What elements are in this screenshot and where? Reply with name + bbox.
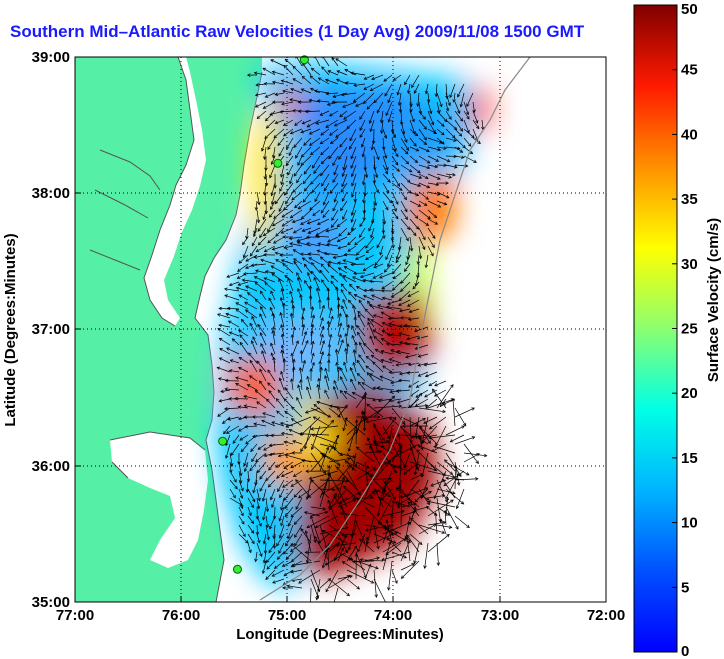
chesapeake-bay — [144, 57, 206, 326]
colorbar-tick-label: 40 — [681, 126, 698, 143]
x-tick-label: 77:00 — [56, 607, 94, 624]
colorbar-tick-label: 35 — [681, 191, 698, 208]
x-tick-labels: 77:00 76:00 75:00 74:00 73:00 72:00 — [56, 607, 625, 624]
radar-station-marker — [273, 158, 283, 168]
shelf-contour — [259, 57, 531, 601]
x-tick-label: 75:00 — [268, 607, 306, 624]
x-tick-label: 74:00 — [374, 607, 412, 624]
coastline — [89, 57, 263, 602]
colorbar — [633, 4, 678, 653]
colorbar-tick-label: 30 — [681, 256, 698, 273]
map-title: Southern Mid–Atlantic Raw Velocities (1 … — [10, 22, 585, 41]
colorbar-tick-label: 45 — [681, 62, 698, 79]
x-axis-label: Longitude (Degrees:Minutes) — [236, 626, 444, 643]
colorbar-ticks: 0 5 10 15 20 25 30 35 40 45 50 — [672, 1, 698, 659]
radar-station-marker — [218, 436, 228, 446]
y-tick-labels: 39:00 38:00 37:00 36:00 35:00 — [32, 49, 70, 611]
colorbar-tick-label: 0 — [681, 643, 689, 659]
y-tick-label: 35:00 — [32, 594, 70, 611]
x-tick-label: 73:00 — [481, 607, 519, 624]
tick-marks — [75, 192, 501, 602]
y-tick-label: 39:00 — [32, 49, 70, 66]
x-tick-label: 72:00 — [587, 607, 625, 624]
colorbar-label: Surface Velocity (cm/s) — [705, 218, 722, 382]
radar-station-marker — [299, 55, 309, 65]
colorbar-tick-label: 20 — [681, 385, 698, 402]
velocity-vectors — [216, 57, 488, 602]
y-tick-label: 38:00 — [32, 185, 70, 202]
colorbar-tick-label: 50 — [681, 1, 698, 18]
y-tick-label: 36:00 — [32, 458, 70, 475]
colorbar-tick-label: 5 — [681, 579, 689, 596]
y-tick-label: 37:00 — [32, 321, 70, 338]
colorbar-tick-label: 15 — [681, 450, 698, 467]
radar-station-marker — [232, 564, 242, 574]
colorbar-tick-label: 25 — [681, 321, 698, 338]
y-axis-label: Latitude (Degrees:Minutes) — [2, 233, 19, 426]
x-tick-label: 76:00 — [162, 607, 200, 624]
colorbar-tick-label: 10 — [681, 515, 698, 532]
grid-lines — [75, 57, 606, 602]
radar-stations — [218, 55, 309, 574]
